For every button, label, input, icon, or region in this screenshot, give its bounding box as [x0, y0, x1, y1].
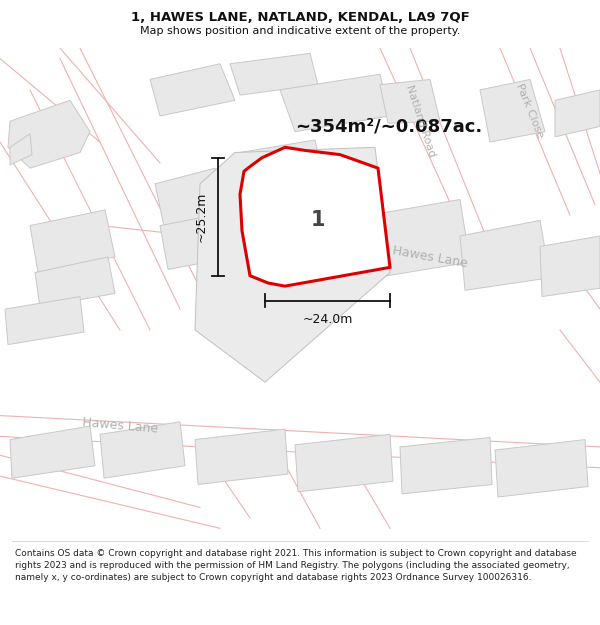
Polygon shape	[35, 257, 115, 307]
Text: 1, HAWES LANE, NATLAND, KENDAL, LA9 7QF: 1, HAWES LANE, NATLAND, KENDAL, LA9 7QF	[131, 11, 469, 24]
Text: Hawes Lane: Hawes Lane	[391, 244, 469, 270]
Text: ~354m²/~0.087ac.: ~354m²/~0.087ac.	[295, 118, 482, 136]
Polygon shape	[155, 168, 225, 231]
Polygon shape	[460, 221, 550, 290]
Polygon shape	[240, 140, 325, 196]
Polygon shape	[160, 213, 235, 269]
Polygon shape	[150, 64, 235, 116]
Text: Hawes Lane: Hawes Lane	[82, 416, 158, 436]
Polygon shape	[5, 297, 84, 344]
Polygon shape	[495, 439, 588, 497]
Text: ~24.0m: ~24.0m	[302, 313, 353, 326]
Polygon shape	[295, 434, 393, 492]
Polygon shape	[245, 182, 328, 244]
Polygon shape	[230, 53, 318, 95]
Text: Natland Road: Natland Road	[404, 84, 436, 159]
Polygon shape	[400, 438, 492, 494]
Text: 1: 1	[311, 211, 325, 231]
Text: Park Close: Park Close	[515, 82, 545, 139]
Polygon shape	[195, 148, 390, 382]
Polygon shape	[480, 79, 545, 142]
Polygon shape	[195, 429, 288, 484]
Polygon shape	[10, 134, 32, 165]
Text: Contains OS data © Crown copyright and database right 2021. This information is : Contains OS data © Crown copyright and d…	[15, 549, 577, 582]
Polygon shape	[380, 79, 440, 123]
Polygon shape	[100, 422, 185, 478]
Text: Map shows position and indicative extent of the property.: Map shows position and indicative extent…	[140, 26, 460, 36]
Text: ~25.2m: ~25.2m	[195, 191, 208, 242]
Polygon shape	[540, 236, 600, 297]
Polygon shape	[370, 199, 470, 278]
Polygon shape	[555, 90, 600, 137]
Polygon shape	[240, 148, 390, 286]
Polygon shape	[10, 426, 95, 478]
Polygon shape	[30, 210, 115, 272]
Polygon shape	[8, 101, 90, 168]
Polygon shape	[280, 74, 390, 132]
